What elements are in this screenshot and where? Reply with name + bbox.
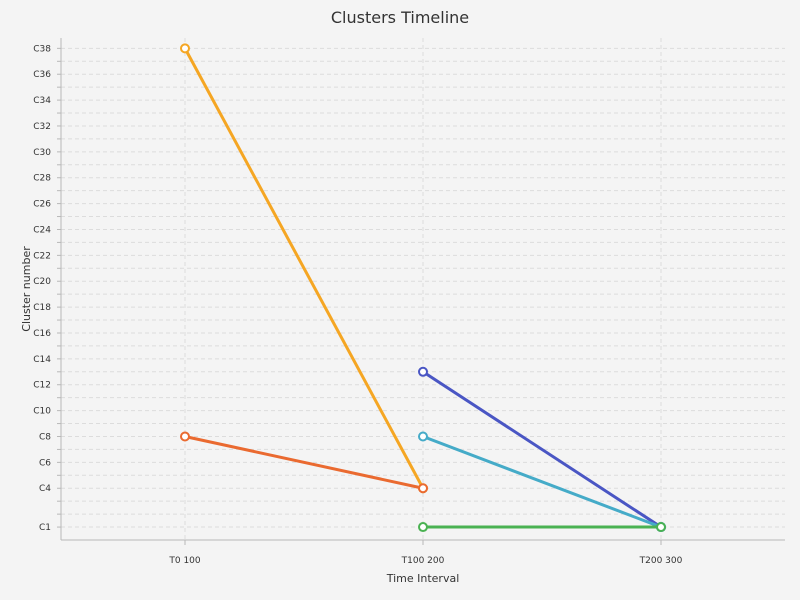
series-line-2 [183,434,425,490]
y-tick-label: C26 [33,200,51,210]
data-point[interactable] [180,43,190,54]
series-line-1 [183,46,425,490]
y-tick-label: C30 [33,148,51,158]
y-tick-label: C24 [33,225,51,235]
y-tick-label: C28 [33,174,51,184]
x-axis-label: Time Interval [386,572,460,585]
axes: C1 C4 C6 C8 C10 C12 C14 C16 C18 C20 C22 C24 C26 C28 C3… [33,38,785,566]
data-point[interactable] [418,522,428,533]
data-point[interactable] [418,483,428,494]
grid-lines [61,38,785,540]
data-point[interactable] [418,431,428,442]
y-tick-label: C14 [33,355,51,365]
data-points [180,43,666,533]
series-line-3 [421,370,663,529]
data-point[interactable] [418,366,428,377]
y-tick-label: C22 [33,251,51,261]
y-tick-label: C32 [33,122,51,132]
y-tick-label: C1 [39,523,51,533]
series-lines [183,46,663,529]
y-tick-label: C18 [33,303,51,313]
chart-title: Clusters Timeline [331,8,469,27]
x-tick-label: T100 200 [401,556,445,566]
series-line-4 [421,434,663,529]
y-tick-label: C6 [39,458,51,468]
x-tick-label: T200 300 [639,556,683,566]
y-tick-label: C38 [33,44,51,54]
y-axis-label: Cluster number [20,246,33,332]
y-tick-label: C34 [33,96,51,106]
y-tick-label: C10 [33,407,51,417]
y-tick-label: C12 [33,381,51,391]
y-tick-label: C8 [39,432,51,442]
data-point[interactable] [656,522,666,533]
data-point[interactable] [180,431,190,442]
y-tick-label: C16 [33,329,51,339]
y-tick-label: C36 [33,70,51,80]
x-tick-label: T0 100 [168,556,201,566]
y-tick-label: C4 [39,484,51,494]
y-tick-label: C20 [33,277,51,287]
